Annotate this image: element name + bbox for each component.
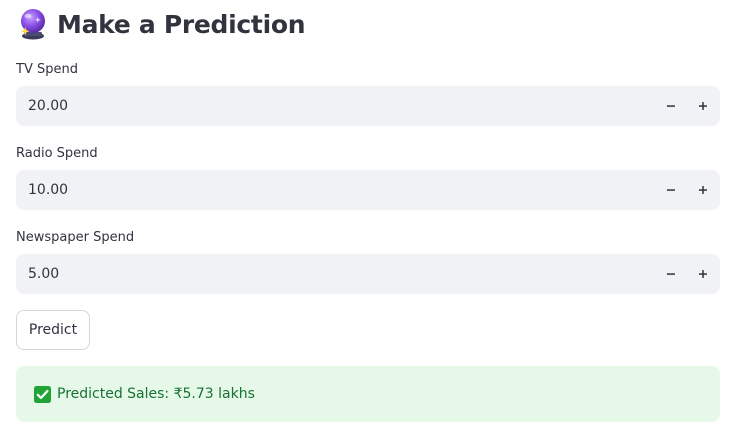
tv-spend-label: TV Spend — [16, 62, 78, 77]
newspaper-spend-input[interactable]: 5.00 — [16, 254, 720, 294]
minus-icon — [667, 105, 675, 107]
check-mark-icon — [34, 385, 51, 403]
tv-spend-decrement-button[interactable] — [655, 86, 687, 126]
radio-spend-value[interactable]: 10.00 — [28, 182, 69, 198]
newspaper-spend-increment-button[interactable] — [687, 254, 719, 294]
minus-icon — [667, 273, 675, 275]
radio-spend-decrement-button[interactable] — [655, 170, 687, 210]
page-title-row: Make a Prediction — [18, 6, 306, 42]
tv-spend-increment-button[interactable] — [687, 86, 719, 126]
prediction-result-alert: Predicted Sales: ₹5.73 lakhs — [16, 366, 720, 422]
radio-spend-label: Radio Spend — [16, 146, 98, 161]
plus-icon — [699, 102, 707, 110]
tv-spend-input[interactable]: 20.00 — [16, 86, 720, 126]
tv-spend-value[interactable]: 20.00 — [28, 98, 69, 114]
minus-icon — [667, 189, 675, 191]
plus-icon — [699, 270, 707, 278]
newspaper-spend-value[interactable]: 5.00 — [28, 266, 60, 282]
page-title: Make a Prediction — [57, 9, 306, 39]
newspaper-spend-label: Newspaper Spend — [16, 230, 135, 245]
radio-spend-increment-button[interactable] — [687, 170, 719, 210]
newspaper-spend-decrement-button[interactable] — [655, 254, 687, 294]
prediction-result-text: Predicted Sales: ₹5.73 lakhs — [57, 386, 255, 402]
radio-spend-input[interactable]: 10.00 — [16, 170, 720, 210]
crystal-ball-icon — [18, 8, 48, 40]
plus-icon — [699, 186, 707, 194]
predict-button[interactable]: Predict — [16, 310, 90, 350]
